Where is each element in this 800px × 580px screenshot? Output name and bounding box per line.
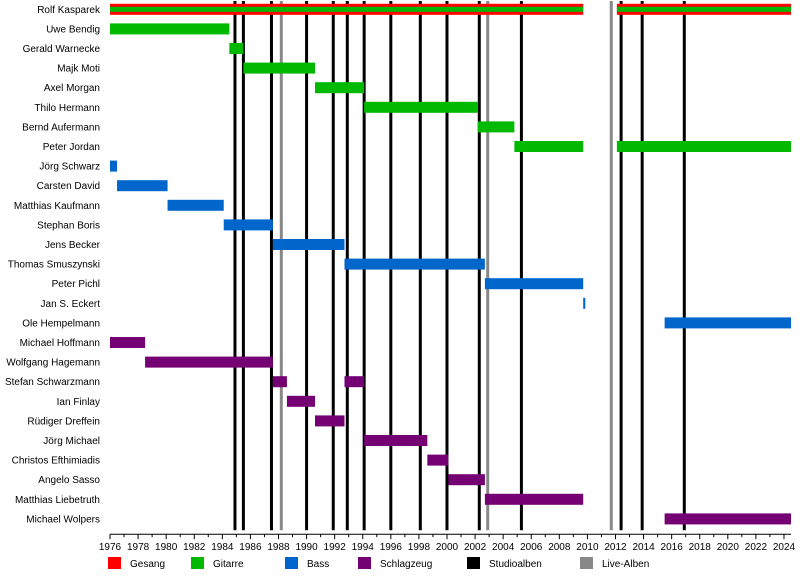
member-label: Ian Finlay <box>57 397 100 408</box>
x-tick-label: 1988 <box>267 542 290 553</box>
x-tick-label: 2008 <box>548 542 571 553</box>
x-tick-label: 2002 <box>464 542 487 553</box>
x-tick-label: 1976 <box>99 542 122 553</box>
member-bar-gitarre <box>315 82 365 94</box>
legend-swatch-live <box>580 557 593 569</box>
member-bar-bass <box>110 160 118 172</box>
x-tick-label: 1986 <box>239 542 262 553</box>
member-label: Wolfgang Hagemann <box>6 358 100 369</box>
member-label: Bernd Aufermann <box>22 122 100 133</box>
legend-label-schlagzeug: Schlagzeug <box>380 559 432 570</box>
legend-label-bass: Bass <box>307 559 329 570</box>
legend-swatch-bass <box>285 557 298 569</box>
member-label: Gerald Warnecke <box>23 44 101 55</box>
x-tick-label: 1994 <box>352 542 375 553</box>
x-axis: 1976 1978 1980 1982 1984 1986 1988 1990 1992 1994… <box>99 533 796 553</box>
member-label: Peter Jordan <box>43 142 100 153</box>
member-bar-bass <box>484 278 584 290</box>
x-tick-label: 1996 <box>380 542 403 553</box>
x-tick-label: 2012 <box>604 542 627 553</box>
x-tick-label: 1980 <box>155 542 178 553</box>
member-label: Axel Morgan <box>44 83 100 94</box>
member-bar-gitarre <box>110 6 584 12</box>
member-label: Jan S. Eckert <box>41 299 101 310</box>
x-tick-label: 2018 <box>689 542 712 553</box>
member-bar-gitarre <box>514 141 584 152</box>
member-bar-bass <box>583 297 586 309</box>
member-bar-schlagzeug <box>110 337 146 348</box>
member-bar-bass <box>167 199 224 211</box>
member-bar-gitarre <box>477 121 515 133</box>
member-bar-schlagzeug <box>364 435 428 446</box>
x-tick-label: 1978 <box>127 542 150 553</box>
x-tick-label: 2006 <box>520 542 543 553</box>
member-label: Stefan Schwarzmann <box>5 377 100 388</box>
x-tick-label: 2016 <box>661 542 684 553</box>
member-label: Thilo Hermann <box>34 103 100 114</box>
member-bar-bass <box>664 317 791 329</box>
member-label: Jens Becker <box>45 240 101 251</box>
member-label: Angelo Sasso <box>38 475 100 486</box>
member-label: Matthias Liebetruth <box>15 495 100 506</box>
member-bar-schlagzeug <box>427 454 449 466</box>
member-label: Majk Moti <box>57 64 100 75</box>
x-tick-label: 2022 <box>745 542 768 553</box>
member-label: Stephan Boris <box>37 220 100 231</box>
legend-swatch-schlagzeug <box>358 557 371 569</box>
x-tick-label: 2004 <box>492 542 515 553</box>
x-tick-label: 1990 <box>295 542 318 553</box>
member-bar-bass <box>272 239 345 250</box>
member-label: Jörg Schwarz <box>39 162 100 173</box>
member-bar-schlagzeug <box>344 376 365 388</box>
member-bar-schlagzeug <box>448 474 485 486</box>
member-label: Peter Pichl <box>52 279 100 290</box>
legend-label-live: Live-Alben <box>602 559 649 570</box>
member-bar-gitarre <box>616 141 791 152</box>
member-label: Ole Hempelmann <box>22 318 100 329</box>
member-bar-gitarre <box>229 43 244 54</box>
member-label: Carsten David <box>37 181 100 192</box>
member-label: Jörg Michael <box>43 436 100 447</box>
member-bar-schlagzeug <box>272 376 287 388</box>
legend-label-studio: Studioalben <box>489 559 542 570</box>
x-tick-label: 1982 <box>183 542 206 553</box>
member-bar-gitarre <box>616 6 791 12</box>
x-tick-label: 1998 <box>408 542 431 553</box>
member-label: Rüdiger Dreffein <box>27 416 100 427</box>
member-bar-schlagzeug <box>664 513 791 525</box>
legend-label-gesang: Gesang <box>130 559 165 570</box>
x-tick-label: 2024 <box>773 542 796 553</box>
member-label: Rolf Kasparek <box>37 5 101 16</box>
member-bar-gitarre <box>364 101 478 113</box>
legend-swatch-gitarre <box>191 557 204 569</box>
x-tick-label: 1984 <box>211 542 234 553</box>
x-tick-label: 2020 <box>717 542 740 553</box>
member-label: Matthias Kaufmann <box>14 201 100 212</box>
member-label: Christos Efthimiadis <box>12 456 100 467</box>
member-bar-gitarre <box>243 62 316 74</box>
member-bar-schlagzeug <box>145 356 273 368</box>
legend-label-gitarre: Gitarre <box>213 559 244 570</box>
legend: Gesang Gitarre Bass Schlagzeug Studioalben Li… <box>108 557 649 570</box>
member-bar-bass <box>223 219 273 231</box>
member-bar-gitarre <box>110 23 230 35</box>
x-tick-label: 2014 <box>632 542 655 553</box>
legend-swatch-studio <box>467 557 480 569</box>
member-label: Michael Hoffmann <box>20 338 100 349</box>
member-bar-bass <box>344 258 485 270</box>
member-bar-schlagzeug <box>484 493 584 505</box>
legend-swatch-gesang <box>108 557 121 569</box>
member-label: Uwe Bendig <box>46 24 100 35</box>
member-bar-bass <box>117 180 168 192</box>
member-label: Thomas Smuszynski <box>8 260 100 271</box>
member-labels: Rolf Kasparek Uwe Bendig Gerald Warnecke Ma… <box>5 5 101 526</box>
x-tick-label: 1992 <box>324 542 347 553</box>
x-tick-label: 2000 <box>436 542 459 553</box>
member-bar-schlagzeug <box>315 415 345 427</box>
member-bars <box>110 3 791 525</box>
member-label: Michael Wolpers <box>26 514 100 525</box>
member-bar-schlagzeug <box>286 395 316 407</box>
x-tick-label: 2010 <box>576 542 599 553</box>
